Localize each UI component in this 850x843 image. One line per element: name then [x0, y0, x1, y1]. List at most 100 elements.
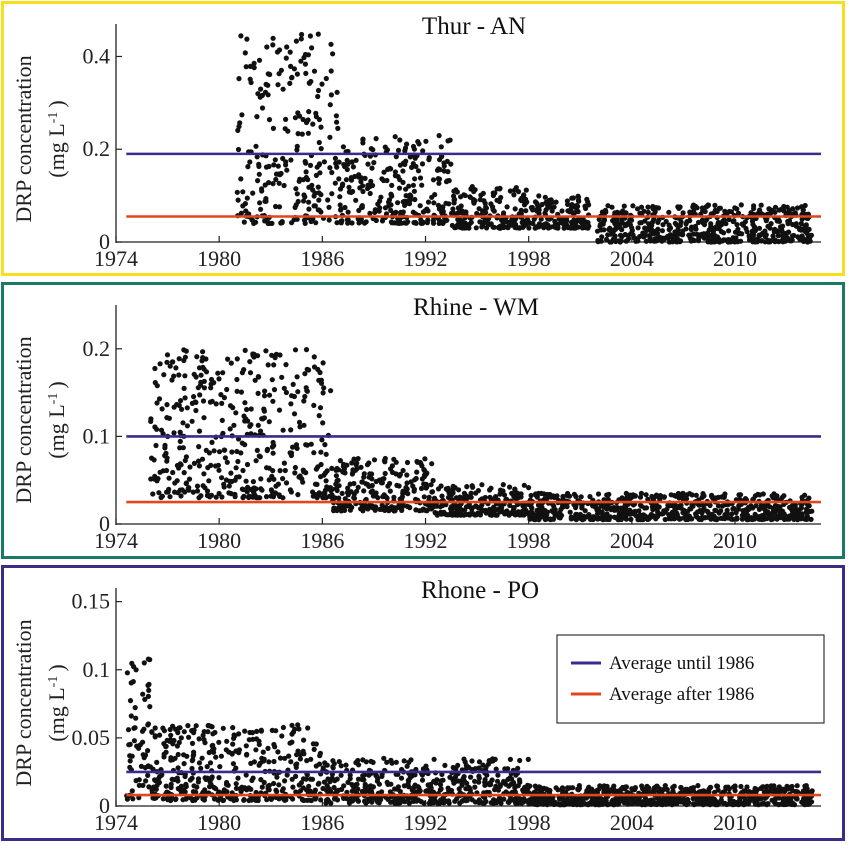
data-point: [726, 228, 732, 234]
data-point: [513, 185, 519, 191]
data-point: [762, 228, 768, 234]
data-point: [393, 154, 399, 160]
data-point: [788, 237, 794, 243]
data-point: [425, 782, 431, 788]
data-point: [256, 161, 262, 167]
data-point: [722, 208, 728, 214]
data-point: [360, 136, 366, 142]
data-point: [184, 405, 190, 411]
data-point: [187, 464, 193, 470]
data-point: [323, 75, 329, 82]
data-point: [130, 796, 136, 802]
data-point: [282, 755, 288, 761]
data-point: [549, 199, 555, 205]
data-point: [433, 780, 439, 786]
data-point: [260, 749, 266, 755]
data-point: [440, 204, 446, 210]
data-points: [124, 656, 815, 808]
data-point: [334, 220, 340, 226]
data-point: [363, 496, 369, 503]
data-point: [715, 787, 721, 793]
data-point: [236, 76, 242, 82]
data-point: [512, 492, 518, 498]
data-point: [732, 205, 738, 211]
data-point: [344, 462, 350, 468]
data-point: [382, 144, 388, 150]
data-point: [181, 470, 187, 476]
data-point: [524, 199, 530, 205]
data-point: [396, 217, 402, 223]
data-point: [257, 94, 263, 100]
data-point: [151, 457, 157, 463]
y-tick-label: 0: [99, 793, 110, 818]
data-point: [284, 772, 290, 778]
data-point: [316, 197, 322, 203]
data-point: [186, 476, 193, 482]
data-point: [523, 208, 529, 214]
data-point: [244, 406, 250, 413]
data-point: [201, 385, 207, 391]
data-point: [195, 779, 201, 785]
data-point: [343, 762, 349, 768]
data-point: [675, 490, 682, 497]
data-point: [273, 483, 279, 489]
data-point: [398, 775, 405, 781]
data-point: [398, 798, 404, 804]
x-tick-label: 2004: [610, 528, 654, 553]
data-point: [755, 491, 761, 497]
data-point: [189, 418, 195, 424]
data-point: [216, 376, 222, 382]
data-point: [200, 483, 206, 489]
data-point: [290, 381, 296, 387]
data-point: [701, 222, 708, 228]
data-point: [457, 507, 463, 513]
data-point: [575, 194, 582, 200]
data-point: [171, 430, 177, 436]
data-point: [196, 736, 202, 742]
data-point: [251, 60, 257, 66]
data-point: [337, 186, 344, 192]
data-point: [463, 223, 469, 229]
data-point: [346, 184, 352, 190]
data-point: [734, 516, 740, 522]
data-point: [647, 238, 654, 244]
data-point: [654, 795, 660, 801]
data-point: [127, 698, 134, 704]
data-point: [145, 693, 151, 699]
data-point: [467, 194, 473, 200]
data-point: [515, 783, 521, 789]
data-point: [573, 511, 579, 517]
data-point: [201, 729, 207, 735]
data-point: [577, 511, 584, 518]
data-point: [318, 797, 324, 803]
data-point: [545, 787, 551, 793]
data-point: [761, 505, 767, 512]
data-point: [527, 783, 533, 789]
data-point: [345, 220, 351, 226]
data-point: [169, 359, 175, 365]
data-point: [601, 516, 608, 522]
data-point: [672, 220, 678, 226]
data-point: [313, 220, 319, 226]
data-point: [315, 31, 321, 37]
data-point: [189, 740, 196, 746]
data-point: [417, 459, 423, 466]
data-point: [240, 189, 246, 195]
data-point: [171, 373, 177, 379]
data-point: [305, 52, 311, 58]
data-point: [365, 185, 371, 192]
data-point: [484, 225, 490, 231]
data-point: [218, 753, 224, 759]
data-point: [471, 197, 477, 203]
data-point: [771, 508, 777, 514]
data-point: [152, 734, 158, 740]
data-point: [553, 199, 559, 205]
data-point: [299, 31, 305, 38]
data-point: [294, 71, 300, 77]
data-point: [634, 206, 641, 212]
data-point: [404, 472, 410, 478]
data-point: [297, 473, 303, 479]
data-point: [365, 481, 371, 488]
data-point: [747, 516, 753, 522]
data-point: [773, 801, 779, 807]
